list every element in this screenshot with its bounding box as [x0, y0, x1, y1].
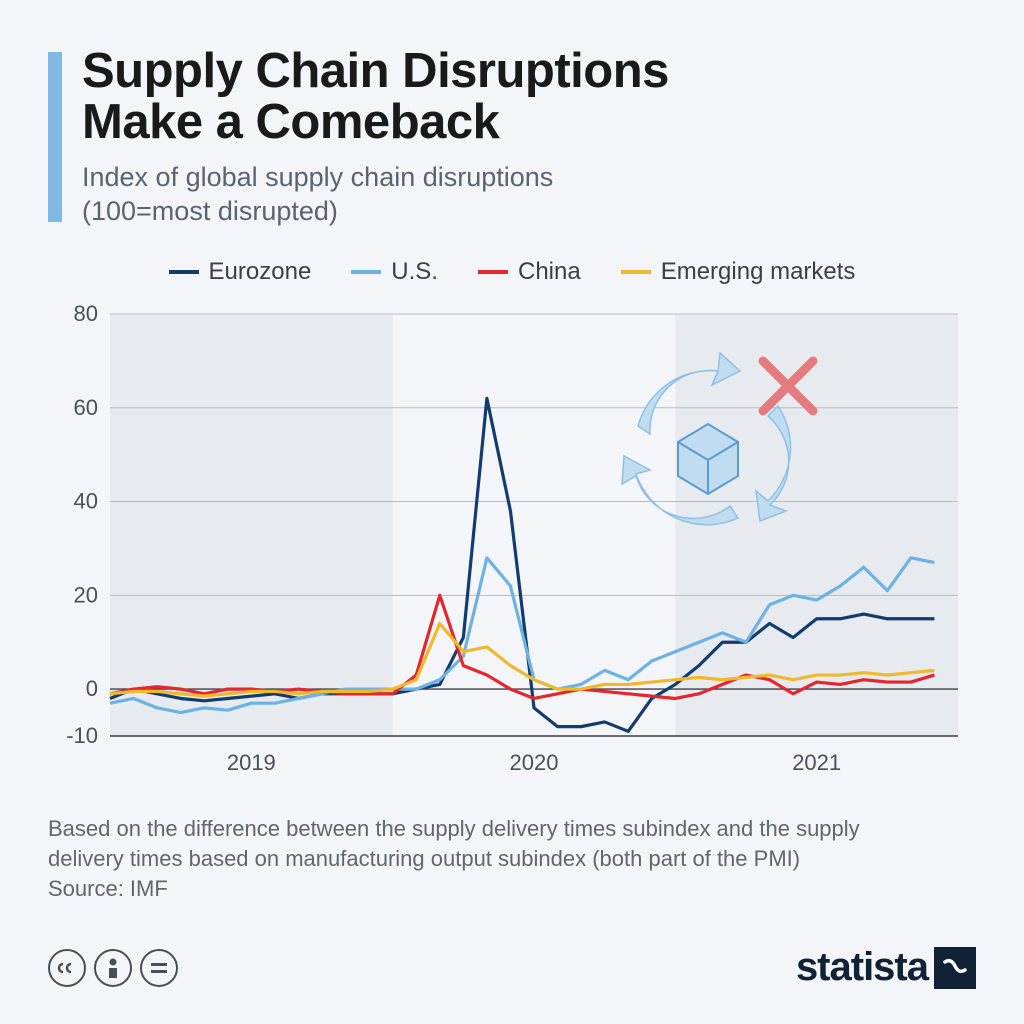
y-tick-label: 80: [74, 301, 98, 326]
legend-swatch: [478, 270, 508, 274]
y-tick-label: 60: [74, 395, 98, 420]
legend-swatch: [169, 270, 199, 274]
legend-item: Eurozone: [169, 258, 312, 286]
x-tick-label: 2020: [510, 750, 559, 775]
source: Source: IMF: [48, 876, 168, 901]
brand-logo: statista: [796, 945, 976, 990]
footnote: Based on the difference between the supp…: [48, 814, 976, 903]
legend-label: U.S.: [391, 258, 438, 286]
accent-bar: [48, 52, 62, 222]
y-tick-label: -10: [66, 723, 98, 748]
legend-item: Emerging markets: [621, 258, 856, 286]
title: Supply Chain Disruptions Make a Comeback: [82, 46, 976, 149]
x-tick-label: 2021: [792, 750, 841, 775]
chart-legend: Eurozone U.S. China Emerging markets: [48, 258, 976, 286]
legend-label: China: [518, 258, 581, 286]
year-band: [110, 314, 393, 736]
legend-item: U.S.: [351, 258, 438, 286]
x-tick-label: 2019: [227, 750, 276, 775]
legend-label: Eurozone: [209, 258, 312, 286]
legend-swatch: [621, 270, 651, 274]
legend-swatch: [351, 270, 381, 274]
subtitle-line2: (100=most disrupted): [82, 196, 338, 226]
footnote-line2: delivery times based on manufacturing ou…: [48, 846, 800, 871]
legend-label: Emerging markets: [661, 258, 856, 286]
y-tick-label: 0: [86, 676, 98, 701]
brand-mark-icon: [934, 947, 976, 989]
y-tick-label: 20: [74, 583, 98, 608]
by-icon: [94, 949, 132, 987]
header-text: Supply Chain Disruptions Make a Comeback…: [82, 46, 976, 228]
header: Supply Chain Disruptions Make a Comeback…: [48, 46, 976, 228]
footnote-line1: Based on the difference between the supp…: [48, 816, 860, 841]
title-line2: Make a Comeback: [82, 95, 499, 149]
legend-item: China: [478, 258, 581, 286]
subtitle: Index of global supply chain disruptions…: [82, 161, 976, 229]
nd-icon: [140, 949, 178, 987]
title-line1: Supply Chain Disruptions: [82, 44, 669, 98]
footer: statista: [48, 945, 976, 990]
line-chart: -10 0 20 40 60 80 2019 2020 2021: [48, 296, 968, 786]
chart-container: -10 0 20 40 60 80 2019 2020 2021: [48, 296, 976, 786]
cc-icon: [48, 949, 86, 987]
y-tick-label: 40: [74, 489, 98, 514]
cc-icons: [48, 949, 178, 987]
brand-text: statista: [796, 945, 928, 990]
subtitle-line1: Index of global supply chain disruptions: [82, 162, 553, 192]
